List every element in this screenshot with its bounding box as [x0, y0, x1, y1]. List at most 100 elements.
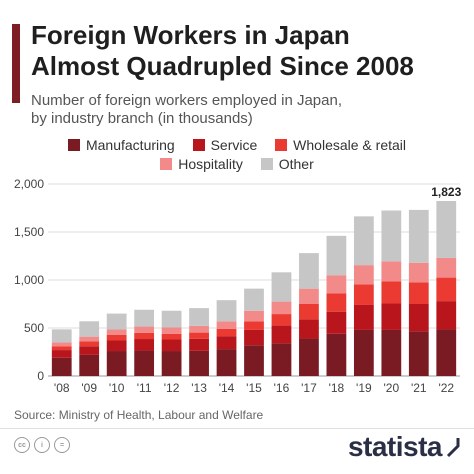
- bar-segment-hospitality: [299, 288, 319, 304]
- bar-segment-manufacturing: [79, 354, 100, 376]
- bar-segment-manufacturing: [353, 329, 374, 376]
- statista-logo: statista: [348, 431, 460, 463]
- bar-segment-other: [161, 310, 182, 328]
- bar-segment-other: [408, 209, 429, 263]
- x-tick-label: '20: [384, 381, 400, 395]
- bar-segment-other: [216, 300, 237, 322]
- bar-segment-manufacturing: [161, 351, 182, 376]
- x-tick-label: '11: [137, 381, 152, 395]
- bar-segment-manufacturing: [134, 350, 155, 376]
- bar-segment-other: [134, 309, 155, 327]
- bar-segment-service: [271, 325, 292, 344]
- x-tick-label: '18: [329, 381, 345, 395]
- bar-segment-wholesale-retail: [79, 341, 100, 347]
- bar-segment-wholesale-retail: [161, 333, 182, 340]
- legend-swatch-other: [260, 158, 273, 170]
- x-tick-label: '15: [246, 381, 262, 395]
- bar-segment-hospitality: [216, 321, 237, 329]
- bar-segment-hospitality: [326, 275, 347, 294]
- bar-segment-hospitality: [79, 336, 100, 342]
- legend-item-other: Other: [260, 156, 314, 172]
- legend-item-wholesale-retail: Wholesale & retail: [275, 137, 406, 153]
- bar-segment-manufacturing: [106, 351, 127, 376]
- subtitle-line-2: by industry branch (in thousands): [31, 110, 253, 127]
- bar-segment-manufacturing: [189, 350, 209, 376]
- chart-title: Foreign Workers in Japan Almost Quadrupl…: [31, 20, 414, 82]
- creative-commons-icon: cc: [14, 437, 30, 453]
- bar-segment-hospitality: [381, 261, 402, 282]
- bar-segment-manufacturing: [436, 329, 457, 376]
- bar-segment-other: [436, 200, 457, 258]
- x-tick-label: '21: [411, 381, 427, 395]
- source-note: Source: Ministry of Health, Labour and W…: [14, 408, 264, 422]
- bar-segment-hospitality: [244, 310, 264, 322]
- y-tick-label: 2,000: [14, 177, 44, 191]
- bar-segment-other: [244, 288, 264, 311]
- bar-segment-other: [299, 253, 319, 289]
- bar-segment-other: [381, 210, 402, 262]
- bar-segment-wholesale-retail: [326, 293, 347, 312]
- bar-segment-service: [408, 304, 429, 332]
- bar-segment-manufacturing: [51, 357, 72, 376]
- legend-swatch-service: [192, 139, 205, 151]
- legend-row-1: Manufacturing Service Wholesale & retail: [0, 137, 474, 154]
- legend-row-2: Hospitality Other: [0, 156, 474, 173]
- x-tick-label: '16: [274, 381, 290, 395]
- x-tick-label: '13: [191, 381, 207, 395]
- bar-segment-hospitality: [271, 301, 292, 315]
- bar-segment-wholesale-retail: [189, 332, 209, 339]
- legend-label-manufacturing: Manufacturing: [85, 137, 175, 153]
- title-accent-bar: [12, 24, 20, 103]
- legend-label-service: Service: [210, 137, 258, 153]
- bar-segment-wholesale-retail: [408, 282, 429, 304]
- attribution-icon: i: [34, 437, 50, 453]
- title-line-2: Almost Quadrupled Since 2008: [31, 51, 414, 81]
- bar-segment-manufacturing: [271, 343, 292, 376]
- y-tick-label: 0: [37, 369, 44, 383]
- bar-segment-other: [353, 216, 374, 266]
- x-tick-label: '09: [81, 381, 97, 395]
- bar-segment-service: [51, 350, 72, 358]
- legend-item-hospitality: Hospitality: [160, 156, 243, 172]
- legend-item-manufacturing: Manufacturing: [67, 137, 175, 153]
- bar-segment-service: [244, 329, 264, 346]
- x-tick-label: '17: [301, 381, 317, 395]
- bar-segment-other: [326, 235, 347, 276]
- x-tick-label: '12: [164, 381, 180, 395]
- legend-label-wholesale-retail: Wholesale & retail: [293, 137, 406, 153]
- bar-segment-other: [51, 329, 72, 343]
- bar-segment-wholesale-retail: [134, 332, 155, 340]
- bar-segment-hospitality: [51, 342, 72, 347]
- bar-segment-hospitality: [106, 329, 127, 335]
- x-tick-label: '19: [356, 381, 372, 395]
- bar-segment-wholesale-retail: [299, 304, 319, 320]
- title-line-1: Foreign Workers in Japan: [31, 20, 350, 50]
- bar-segment-hospitality: [189, 325, 209, 333]
- license-icons: cc i =: [14, 437, 70, 453]
- bar-segment-manufacturing: [408, 331, 429, 376]
- bar-segment-service: [216, 336, 237, 350]
- bar-segment-wholesale-retail: [51, 346, 72, 351]
- bar-segment-service: [381, 303, 402, 330]
- bar-segment-wholesale-retail: [353, 284, 374, 305]
- bar-segment-manufacturing: [326, 333, 347, 376]
- bar-segment-service: [79, 346, 100, 355]
- x-tick-label: '14: [219, 381, 235, 395]
- bar-segment-hospitality: [408, 262, 429, 283]
- total-value-label: 1,823: [431, 185, 461, 199]
- bar-segment-hospitality: [161, 327, 182, 334]
- bar-segment-other: [106, 313, 127, 330]
- legend-label-other: Other: [278, 156, 314, 172]
- y-tick-label: 1,500: [14, 225, 44, 239]
- legend-label-hospitality: Hospitality: [178, 156, 243, 172]
- bar-segment-wholesale-retail: [436, 277, 457, 302]
- equals-icon: =: [54, 437, 70, 453]
- y-tick-label: 500: [24, 321, 44, 335]
- chart-subtitle: Number of foreign workers employed in Ja…: [31, 92, 342, 128]
- bar-segment-service: [353, 304, 374, 330]
- x-tick-label: '08: [54, 381, 70, 395]
- bar-segment-service: [326, 311, 347, 334]
- bar-segment-service: [189, 338, 209, 351]
- bar-segment-wholesale-retail: [271, 314, 292, 326]
- legend-swatch-hospitality: [160, 158, 173, 170]
